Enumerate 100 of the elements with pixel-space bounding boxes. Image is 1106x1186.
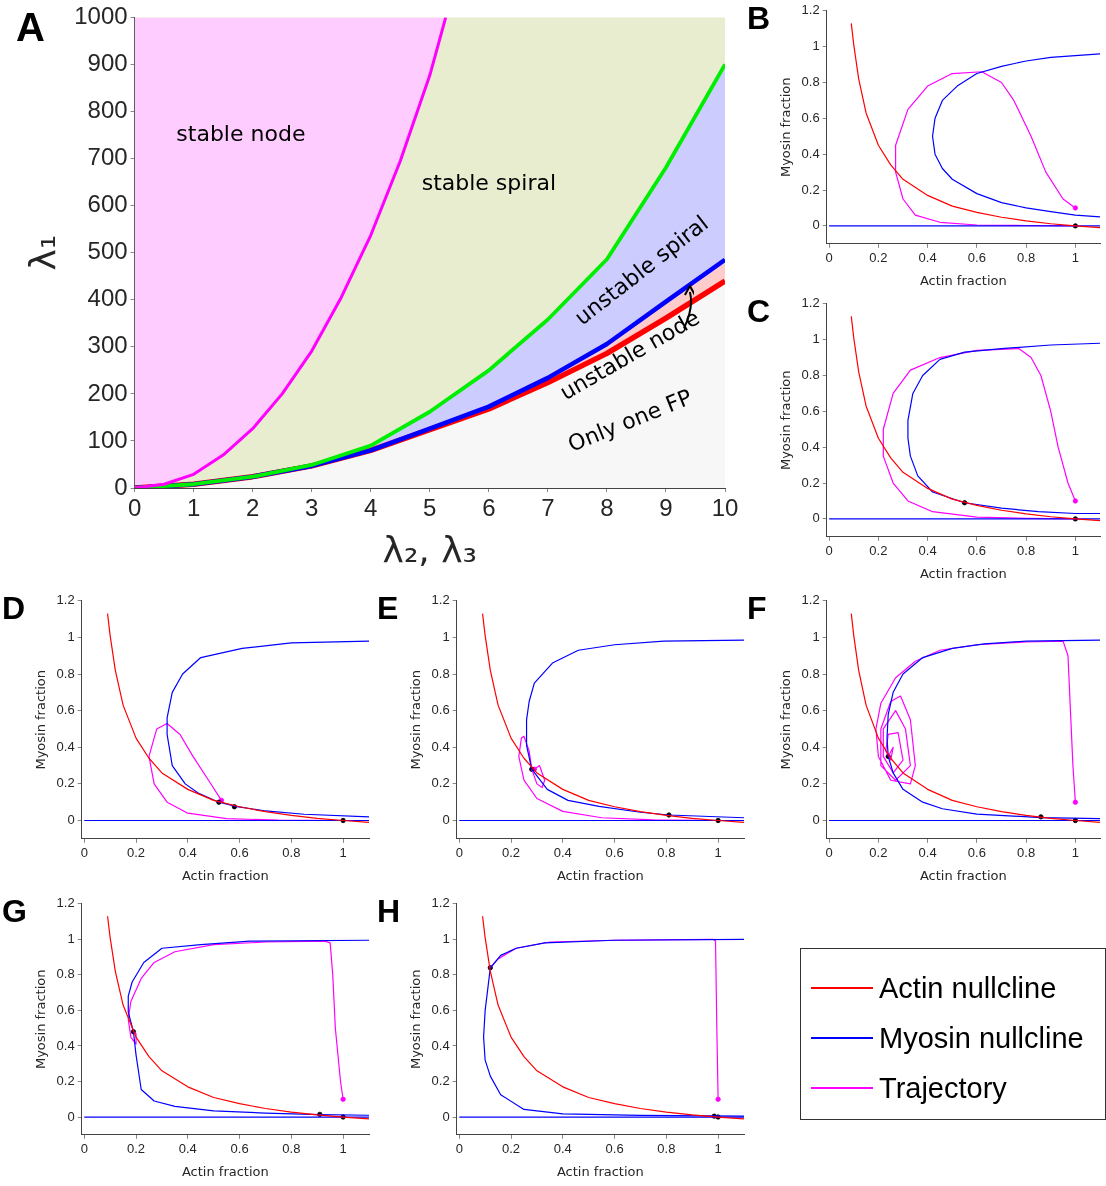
chart-title: H [377,892,401,929]
y-tick-label: 0.4 [801,438,820,454]
y-tick-label: 200 [87,378,128,406]
y-tick-label: 0 [442,1108,450,1124]
y-axis-title: Myosin fraction [778,77,794,178]
x-tick-label: 0.6 [967,845,986,861]
y-tick-label: 1 [442,930,450,946]
y-tick-label: 0.4 [431,738,450,754]
x-tick-label: 0.4 [178,845,197,861]
y-tick-label: 0 [114,472,128,500]
annotation: stable spiral [421,170,557,196]
x-tick-label: 6 [482,494,496,522]
x-axis-title: Actin fraction [181,867,269,883]
x-tick-label: 0 [455,1141,463,1157]
y-tick-label: 0.2 [431,1073,450,1089]
y-tick-label: 0.8 [801,367,820,383]
y-tick-label: 0.2 [801,474,820,490]
y-tick-label: 0.6 [431,1001,450,1017]
y-tick-label: 1.2 [431,895,450,911]
x-tick-label: 0.6 [230,845,249,861]
y-tick-label: 0 [442,812,450,828]
x-tick-label: 0.6 [967,250,986,266]
x-tick-label: 8 [600,494,614,522]
y-axis-title: Myosin fraction [778,670,794,770]
y-tick-label: 500 [87,237,128,265]
y-tick-label: 0.8 [56,665,75,681]
x-tick-label: 4 [364,494,378,522]
y-tick-label: 0.4 [801,738,820,754]
x-tick-label: 7 [541,494,555,522]
y-tick-label: 1.2 [801,592,820,608]
y-tick-label: 1.2 [801,2,820,18]
y-tick-label: 800 [87,96,128,124]
x-tick-label: 2 [245,494,260,522]
x-tick-label: 0.4 [918,845,937,861]
y-tick-label: 0.2 [56,775,75,791]
y-tick-label: 1 [442,628,450,644]
x-tick-label: 0.2 [869,845,888,861]
y-tick-label: 1 [812,38,820,54]
x-tick-label: 0.8 [1017,250,1036,266]
chart-title: A [16,5,45,50]
x-tick-label: 1 [339,1141,347,1157]
y-tick-label: 1000 [74,2,128,30]
x-tick-label: 0.8 [282,1141,301,1157]
x-tick-label: 0.4 [553,1141,572,1157]
x-tick-label: 0.4 [178,1141,197,1157]
x-tick-label: 1 [1071,845,1079,861]
y-tick-label: 0.6 [801,109,820,125]
x-tick-label: 1 [186,494,201,522]
y-axis-title: Myosin fraction [778,370,794,471]
x-tick-label: 0.4 [918,543,937,559]
x-axis-title: Actin fraction [919,867,1007,883]
chart-title: F [747,589,767,626]
y-tick-label: 1 [67,930,75,946]
x-tick-label: 0.6 [230,1141,249,1157]
y-tick-label: 0.8 [801,74,820,90]
x-tick-label: 0.8 [657,1141,676,1157]
y-tick-label: 0.6 [56,702,75,718]
x-tick-label: 9 [659,494,673,522]
x-tick-label: 0.8 [282,845,301,861]
y-tick-label: 1.2 [56,592,75,608]
y-tick-label: 0.6 [801,402,820,418]
x-tick-label: 0.8 [1017,845,1036,861]
y-tick-label: 700 [87,143,128,171]
x-tick-label: 1 [1071,543,1079,559]
y-tick-label: 1 [812,628,820,644]
y-axis-title: Myosin fraction [408,969,424,1070]
y-tick-label: 1 [67,628,75,644]
chart-title: D [2,589,26,626]
legend-label: Actin nullcline [879,971,1057,1005]
x-axis-title: Actin fraction [919,272,1007,288]
x-tick-label: 0 [825,845,833,861]
x-axis-title: Actin fraction [556,1163,644,1179]
chart-title: C [747,292,771,329]
y-tick-label: 0.8 [431,966,450,982]
y-tick-label: 0.8 [801,665,820,681]
x-tick-label: 0.6 [605,1141,624,1157]
y-tick-label: 0 [812,812,820,828]
y-tick-label: 0.6 [801,702,820,718]
y-tick-label: 0.8 [56,966,75,982]
y-tick-label: 0.4 [56,738,75,754]
x-tick-label: 0.2 [126,845,146,861]
chart-title: G [2,892,27,929]
y-tick-label: 1.2 [801,295,820,311]
y-tick-label: 100 [87,425,128,453]
chart-title: E [377,589,399,626]
x-axis-title: Actin fraction [919,565,1007,581]
x-tick-label: 1 [714,845,722,861]
annotation: stable node [176,120,306,146]
y-axis-title: Myosin fraction [33,969,49,1070]
y-tick-label: 1.2 [431,592,450,608]
x-tick-label: 0 [825,250,833,266]
legend-label: Trajectory [879,1071,1007,1105]
y-tick-label: 900 [87,49,128,77]
y-tick-label: 0 [67,1108,75,1124]
y-tick-label: 400 [87,284,128,312]
y-tick-label: 0.2 [801,775,820,791]
x-tick-label: 0 [455,845,463,861]
y-tick-label: 0 [812,217,820,233]
x-axis-title: Actin fraction [556,867,644,883]
x-tick-label: 0.8 [1017,543,1036,559]
